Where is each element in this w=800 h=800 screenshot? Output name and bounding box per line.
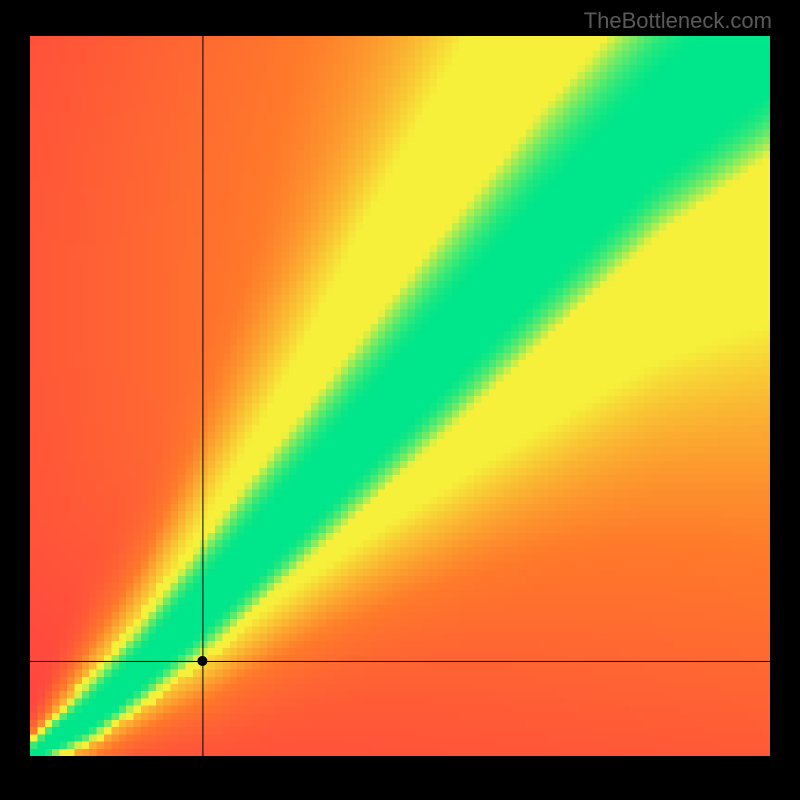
bottleneck-heatmap (30, 36, 770, 756)
watermark-text: TheBottleneck.com (584, 8, 772, 34)
crosshair-overlay (30, 36, 770, 756)
